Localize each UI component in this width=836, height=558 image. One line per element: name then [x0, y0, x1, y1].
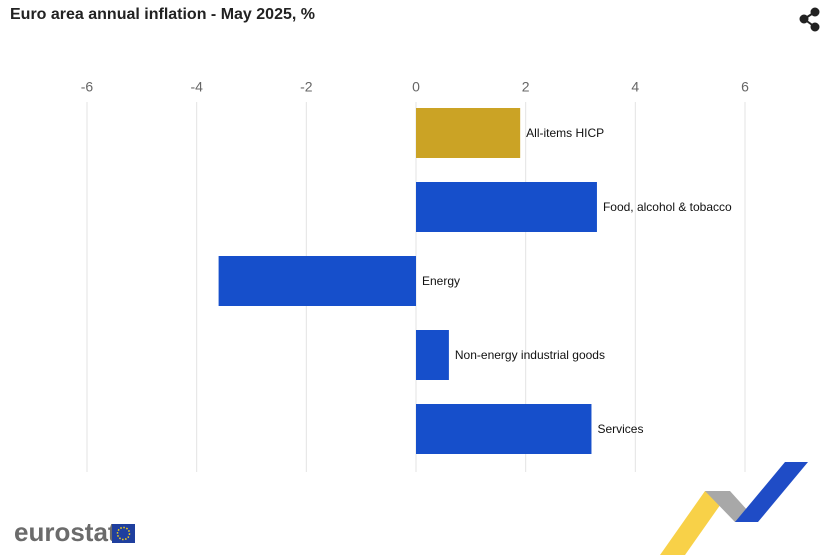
bar: [416, 182, 597, 232]
x-tick-label: -2: [300, 79, 313, 95]
chart-title: Euro area annual inflation - May 2025, %: [10, 6, 315, 23]
decoration: [660, 462, 808, 555]
logo-text: eurostat: [14, 517, 117, 547]
x-tick-label: 0: [412, 79, 420, 95]
x-tick-label: -6: [81, 79, 94, 95]
bar: [416, 330, 449, 380]
eu-flag: [112, 524, 135, 543]
category-label: Non-energy industrial goods: [455, 348, 605, 362]
category-label: Energy: [422, 274, 460, 288]
x-tick-label: 6: [741, 79, 749, 95]
category-label: All-items HICP: [526, 126, 604, 140]
bar: [218, 256, 416, 306]
category-label: Services: [597, 422, 643, 436]
bar: [416, 108, 521, 158]
x-tick-label: 2: [522, 79, 530, 95]
x-tick-label: -4: [190, 79, 203, 95]
share-icon[interactable]: [799, 7, 820, 32]
x-tick-label: 4: [631, 79, 639, 95]
bar: [416, 404, 592, 454]
category-label: Food, alcohol & tobacco: [603, 200, 732, 214]
